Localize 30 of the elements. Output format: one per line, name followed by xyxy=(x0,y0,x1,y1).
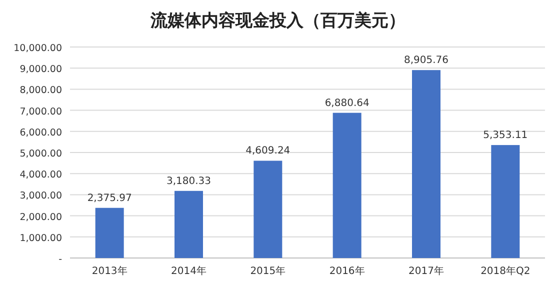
data-label: 5,353.11 xyxy=(483,130,528,142)
bar xyxy=(491,145,520,258)
x-tick-label: 2013年 xyxy=(92,265,128,277)
y-tick-label: 5,000.00 xyxy=(20,148,62,160)
y-tick-label: 8,000.00 xyxy=(20,85,62,96)
bar xyxy=(95,208,124,258)
y-tick-label: 7,000.00 xyxy=(20,106,62,118)
x-tick-label: 2014年 xyxy=(171,265,206,277)
data-label: 4,609.24 xyxy=(246,146,290,157)
bar xyxy=(174,190,203,258)
x-tick-label: 2018年Q2 xyxy=(480,265,530,277)
y-tick-label: 6,000.00 xyxy=(20,127,62,138)
y-tick-label: 4,000.00 xyxy=(20,170,62,181)
data-label: 3,180.33 xyxy=(166,176,212,187)
data-label: 2,375.97 xyxy=(87,192,132,204)
bar xyxy=(412,70,440,258)
x-tick-label: 2017年 xyxy=(408,265,444,277)
y-tick-label: 1,000.00 xyxy=(20,232,62,244)
y-tick-label: 10,000.00 xyxy=(14,43,62,54)
bar xyxy=(254,160,282,258)
data-label: 8,905.76 xyxy=(404,55,449,66)
x-tick-label: 2016年 xyxy=(329,265,365,277)
y-tick-label: 3,000.00 xyxy=(20,190,62,202)
x-tick-label: 2015年 xyxy=(250,265,286,277)
y-tick-label: - xyxy=(58,254,62,265)
y-tick-label: 2,000.00 xyxy=(20,212,62,223)
bar xyxy=(332,112,362,258)
data-label: 6,880.64 xyxy=(324,98,370,109)
chart-title: 流媒体内容现金投入（百万美元） xyxy=(150,11,406,31)
y-tick-label: 9,000.00 xyxy=(20,64,62,76)
